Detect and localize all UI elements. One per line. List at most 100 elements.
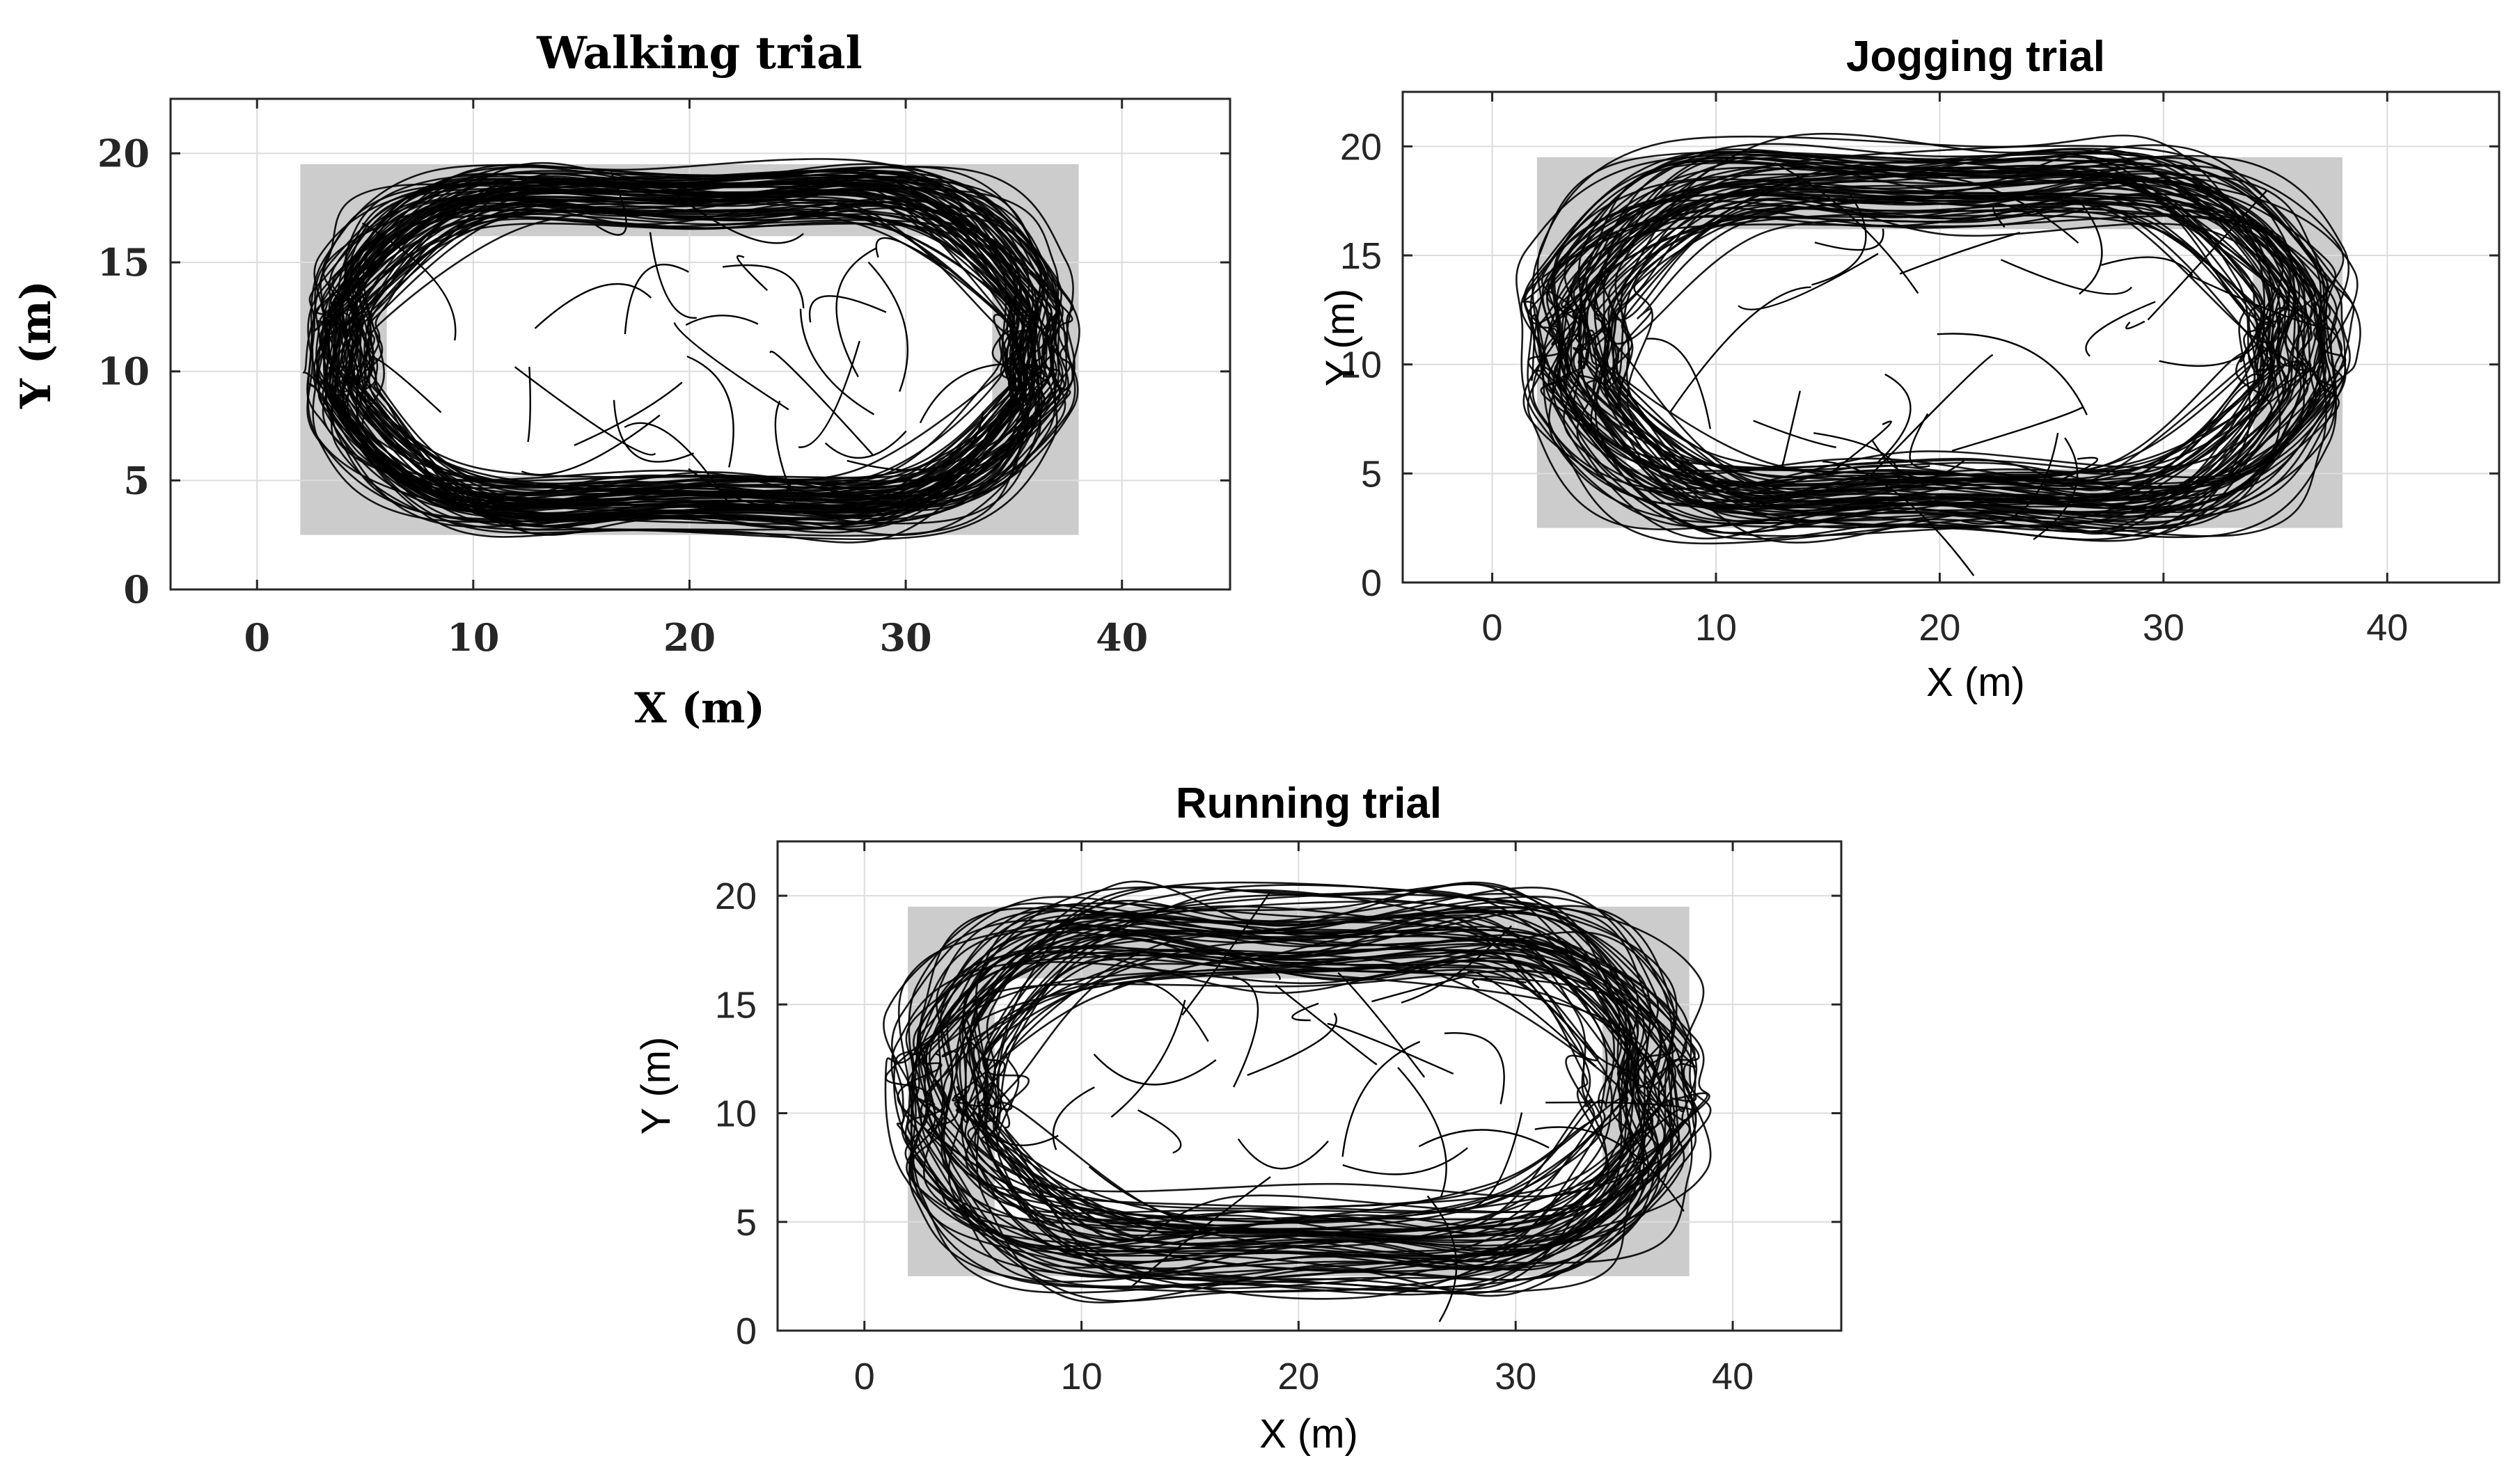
walking-trajectory-lap	[350, 180, 1027, 495]
jogging-trajectory-crossing	[1992, 203, 2031, 228]
running-chart-panel: 0 10 20 30 40 0 5 10 15 20 Running trial X (m) Y …	[633, 779, 1843, 1457]
jogging-trajectory-crossing	[2147, 190, 2267, 321]
running-trajectory-lap	[890, 934, 1653, 1238]
jogging-trajectory-lap	[1594, 132, 2274, 493]
running-trajectory-lap	[883, 919, 1645, 1293]
running-trajectory-crossing	[1275, 984, 1378, 1065]
running-trajectory-crossing	[1418, 1129, 1550, 1149]
jogging-trajectory-crossing	[1813, 431, 1900, 482]
jogging-trajectory-lap	[1546, 156, 2323, 530]
jogging-trajectory-crossing	[1814, 228, 1884, 251]
walking-trajectory-crossing	[613, 399, 694, 463]
walking-trajectory-series	[302, 158, 1080, 544]
jogging-trajectory-lap	[1583, 157, 2361, 532]
walking-trajectory-crossing	[824, 430, 907, 459]
running-trajectory-crossing	[1472, 978, 1527, 989]
running-trajectory-lap	[891, 896, 1596, 1251]
jogging-trajectory-lap	[1522, 202, 2313, 541]
jogging-trajectory-lap	[1585, 166, 2275, 502]
jogging-trajectory-lap	[1605, 176, 2265, 512]
jogging-x-axis-label: X (m)	[1926, 660, 2025, 705]
jogging-trajectory-crossing	[1646, 338, 1712, 429]
running-y-tick-label: 20	[715, 875, 757, 917]
running-trajectory-crossing	[1342, 1147, 1468, 1175]
jogging-trajectory-crossing	[1738, 253, 1879, 310]
jogging-trajectory-crossing	[1899, 232, 2021, 275]
running-trajectory-lap	[897, 914, 1593, 1240]
running-trajectory-lap	[961, 883, 1639, 1271]
jogging-trajectory-lap	[1557, 174, 2271, 484]
running-trajectory-lap	[940, 913, 1646, 1273]
walking-trajectory-crossing	[574, 381, 683, 447]
running-trajectory-crossing	[1137, 1109, 1182, 1154]
jogging-x-tick-label: 0	[1482, 607, 1503, 649]
jogging-x-tick-label: 20	[1919, 607, 1960, 649]
walking-trajectory-crossing	[688, 468, 793, 506]
walking-x-axis-label: X (m)	[634, 684, 765, 733]
running-trajectory-crossing	[1341, 1040, 1421, 1157]
jogging-x-tick-label: 10	[1695, 607, 1737, 649]
jogging-trajectory-crossing	[1877, 373, 1912, 463]
walking-axes-frame	[169, 97, 1231, 591]
walking-trajectory-crossing	[737, 255, 769, 292]
jogging-trajectory-crossing	[1860, 354, 1994, 486]
jogging-trajectory-lap	[1613, 194, 2280, 482]
walking-trajectory-crossing	[514, 366, 656, 456]
running-x-tick-label: 30	[1495, 1356, 1536, 1397]
walking-trajectory-crossing	[774, 400, 796, 502]
walking-trajectory-lap	[322, 163, 1060, 501]
jogging-trajectory-lap	[1523, 150, 2351, 514]
running-y-axis-label: Y (m)	[633, 1037, 679, 1135]
walking-chart-panel: 0 10 20 30 40 0 5 10 15 20 Walking trial X (m) Y …	[12, 27, 1231, 733]
jogging-trajectory-crossing	[2051, 457, 2099, 485]
jogging-chart-title: Jogging trial	[1846, 33, 2105, 81]
walking-trajectory-crossing	[875, 237, 948, 270]
running-chart-title: Running trial	[1176, 779, 1442, 827]
walking-x-tick-label: 40	[1096, 615, 1148, 660]
jogging-plot-area: 0 10 20 30 40 0 5 10 15 20	[1340, 90, 2501, 649]
running-y-tick-label: 0	[736, 1310, 757, 1352]
jogging-y-tick-label: 10	[1340, 344, 1382, 386]
jogging-y-tick-label: 0	[1361, 562, 1382, 604]
running-trajectory-lap	[910, 928, 1650, 1281]
running-trajectory-lap	[892, 901, 1676, 1277]
walking-trajectory-lap	[356, 207, 1079, 506]
walking-trajectory-crossing	[624, 264, 689, 335]
walking-y-axis-label: Y (m)	[12, 280, 61, 409]
running-trajectory-crossing	[1291, 1002, 1319, 1022]
walking-trajectory-lap	[306, 196, 1037, 508]
running-trajectory-lap	[996, 930, 1697, 1274]
jogging-x-tick-label: 30	[2143, 607, 2184, 649]
running-x-axis-label: X (m)	[1259, 1411, 1358, 1457]
running-trajectory-crossing	[1110, 999, 1186, 1118]
running-trajectory-series	[883, 880, 1712, 1322]
running-x-tick-label: 20	[1277, 1356, 1319, 1397]
running-plot-area: 0 10 20 30 40 0 5 10 15 20	[715, 840, 1843, 1397]
walking-trajectory-lap	[367, 209, 1053, 521]
running-trajectory-lap	[991, 935, 1603, 1234]
jogging-trajectory-lap	[1561, 196, 2312, 497]
walking-trajectory-crossing	[867, 261, 908, 393]
jogging-trajectory-crossing	[2079, 202, 2103, 295]
jogging-trajectory-crossing	[1811, 194, 1867, 286]
jogging-trajectory-lap	[1626, 155, 2290, 529]
running-trajectory-lap	[922, 892, 1623, 1272]
jogging-trajectory-crossing	[1909, 413, 1930, 468]
running-trajectory-crossing	[1052, 1086, 1095, 1150]
walking-y-tick-label: 15	[97, 240, 150, 285]
running-trajectory-lap	[885, 955, 1610, 1289]
running-trajectory-crossing	[1112, 981, 1209, 1043]
jogging-trajectory-lap	[1541, 185, 2343, 495]
running-trajectory-lap	[957, 937, 1666, 1237]
jogging-trajectory-crossing	[1961, 432, 2059, 525]
running-trajectory-crossing	[1232, 976, 1259, 1088]
jogging-y-axis-label: Y (m)	[1318, 289, 1363, 387]
jogging-trajectory-lap	[1576, 148, 2345, 540]
jogging-axes-frame	[1401, 90, 2501, 584]
running-trajectory-lap	[983, 944, 1680, 1246]
jogging-trajectory-crossing	[2000, 259, 2133, 295]
running-trajectory-crossing	[1247, 1013, 1337, 1077]
walking-x-tick-label: 30	[880, 615, 932, 660]
running-trajectory-crossing	[1371, 976, 1465, 1003]
